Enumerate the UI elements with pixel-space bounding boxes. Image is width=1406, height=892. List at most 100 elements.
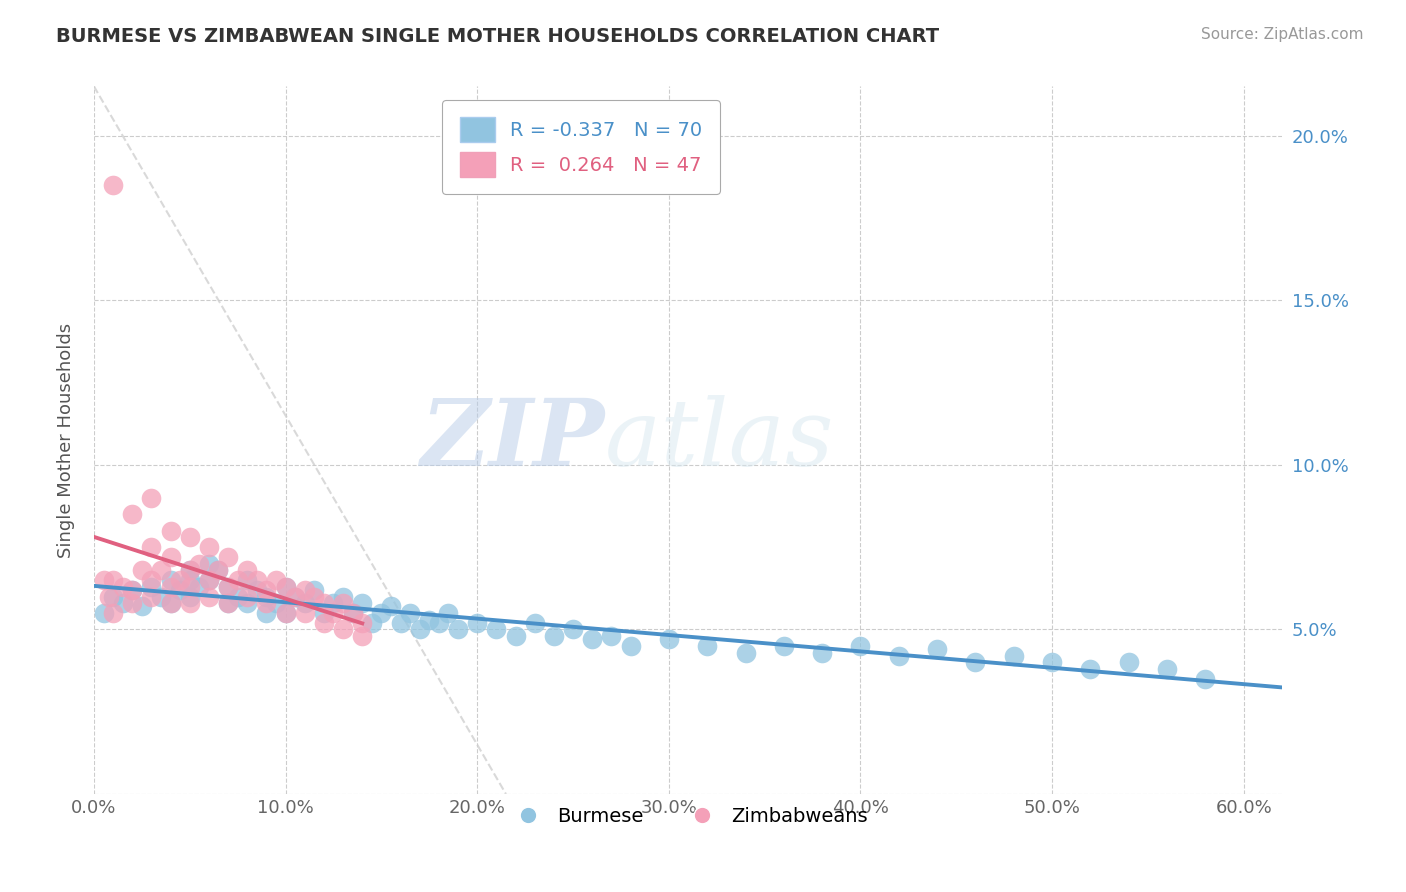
Point [226,590,249,604]
Point [887,648,910,663]
Point [179,563,201,577]
Point [98,590,121,604]
Point [121,508,143,522]
Point [312,615,335,630]
Point [1118,656,1140,670]
Point [581,632,603,647]
Point [332,596,354,610]
Point [141,573,163,587]
Point [226,573,249,587]
Point [619,639,641,653]
Point [159,596,181,610]
Point [121,596,143,610]
Point [246,573,269,587]
Point [159,580,181,594]
Point [101,573,124,587]
Point [352,615,374,630]
Point [562,623,585,637]
Point [179,573,201,587]
Point [427,615,450,630]
Point [304,590,326,604]
Point [217,596,239,610]
Point [141,580,163,594]
Point [101,606,124,620]
Point [927,642,949,657]
Point [198,557,221,571]
Point [352,596,374,610]
Point [264,573,287,587]
Point [352,629,374,643]
Point [322,606,344,620]
Point [131,599,153,614]
Point [254,596,277,610]
Point [264,596,287,610]
Point [236,596,259,610]
Text: ZIP: ZIP [420,395,605,485]
Point [217,596,239,610]
Legend: Burmese, Zimbabweans: Burmese, Zimbabweans [501,799,876,834]
Point [485,623,508,637]
Point [447,623,470,637]
Point [179,563,201,577]
Point [1194,672,1216,686]
Point [111,596,134,610]
Point [284,590,307,604]
Point [1080,662,1102,676]
Point [169,573,191,587]
Point [294,596,316,610]
Point [332,590,354,604]
Point [312,606,335,620]
Point [150,563,173,577]
Point [274,606,297,620]
Point [254,582,277,597]
Point [811,646,834,660]
Point [465,615,488,630]
Point [294,606,316,620]
Point [399,606,422,620]
Point [217,580,239,594]
Point [217,580,239,594]
Point [93,573,115,587]
Point [198,590,221,604]
Point [254,590,277,604]
Point [188,557,211,571]
Point [198,573,221,587]
Point [159,524,181,538]
Point [179,596,201,610]
Point [207,563,229,577]
Point [169,582,191,597]
Point [236,573,259,587]
Point [342,606,364,620]
Point [179,580,201,594]
Point [772,639,794,653]
Point [198,540,221,554]
Point [274,606,297,620]
Point [131,563,153,577]
Point [696,639,718,653]
Point [121,582,143,597]
Point [658,632,681,647]
Point [236,590,259,604]
Point [322,596,344,610]
Point [437,606,460,620]
Point [304,582,326,597]
Point [150,590,173,604]
Text: Source: ZipAtlas.com: Source: ZipAtlas.com [1201,27,1364,42]
Point [141,540,163,554]
Point [505,629,527,643]
Point [254,606,277,620]
Point [1156,662,1178,676]
Point [101,178,124,193]
Point [312,596,335,610]
Point [380,599,402,614]
Point [389,615,412,630]
Point [246,582,269,597]
Point [236,563,259,577]
Point [849,639,872,653]
Point [523,615,546,630]
Text: atlas: atlas [605,395,834,485]
Point [360,615,382,630]
Point [1002,648,1025,663]
Point [141,590,163,604]
Point [1040,656,1063,670]
